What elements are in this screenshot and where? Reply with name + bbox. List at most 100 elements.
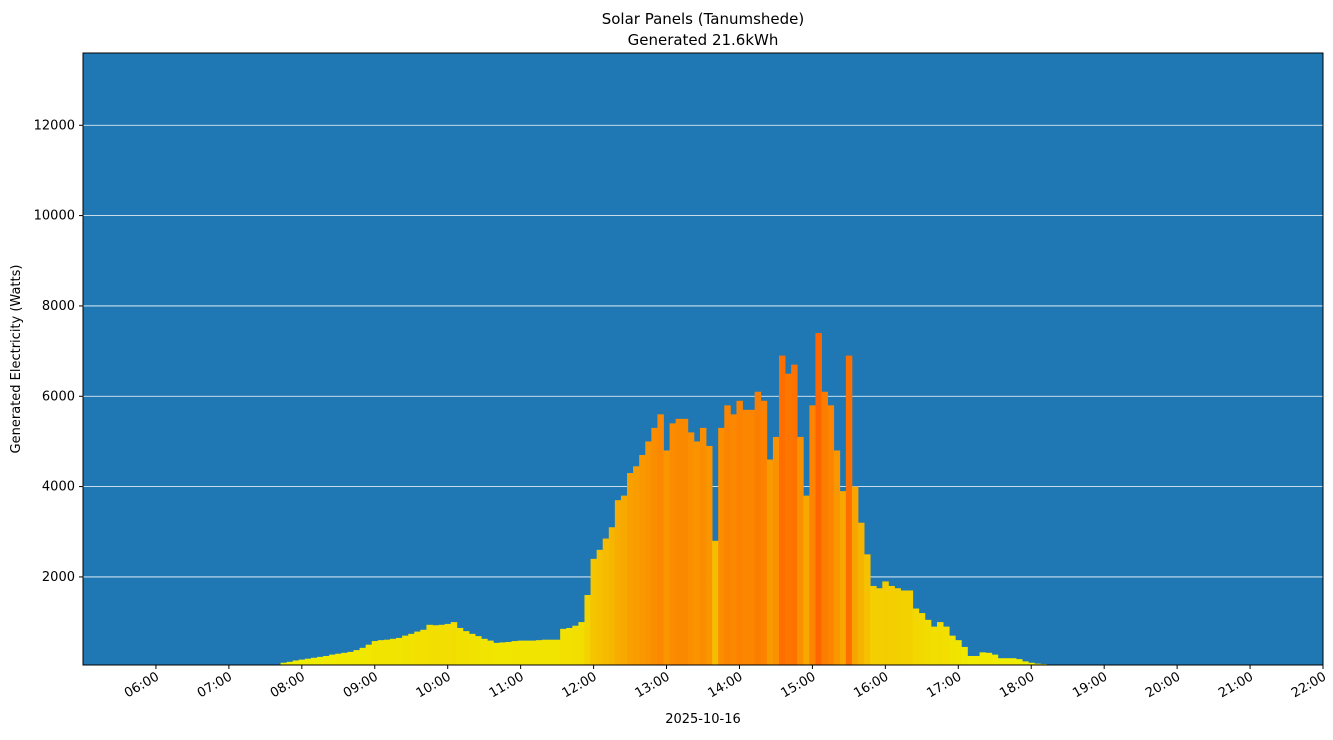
bar <box>299 660 305 665</box>
bar <box>396 638 402 665</box>
bar <box>949 636 955 665</box>
bar <box>518 641 524 665</box>
x-tick-label: 17:00 <box>924 669 964 701</box>
bar <box>1016 659 1022 665</box>
bar <box>505 642 511 665</box>
chart-subtitle: Generated 21.6kWh <box>628 31 779 49</box>
bar <box>542 640 548 665</box>
bar <box>645 441 651 665</box>
bar <box>888 586 894 665</box>
bar <box>876 588 882 665</box>
bar <box>761 401 767 665</box>
y-tick-label: 4000 <box>42 480 75 495</box>
bar <box>712 541 718 665</box>
bar <box>870 586 876 665</box>
bar <box>882 581 888 665</box>
bar <box>293 660 299 665</box>
bar <box>743 410 749 665</box>
bar <box>451 622 457 665</box>
x-tick-label: 18:00 <box>997 669 1037 701</box>
bar <box>803 496 809 665</box>
bar <box>937 622 943 665</box>
bar <box>317 657 323 665</box>
bar <box>536 640 542 665</box>
x-tick-label: 15:00 <box>778 669 818 701</box>
bar <box>967 656 973 665</box>
bar <box>487 641 493 665</box>
bar <box>755 392 761 665</box>
x-tick-label: 21:00 <box>1216 669 1256 701</box>
bar <box>408 634 414 665</box>
x-tick-label: 11:00 <box>487 669 527 701</box>
bar <box>986 653 992 665</box>
x-tick-label: 14:00 <box>706 669 746 701</box>
bar <box>700 428 706 665</box>
bar <box>603 539 609 665</box>
bar <box>548 640 554 665</box>
bar <box>512 641 518 665</box>
bar <box>828 405 834 665</box>
bar <box>530 641 536 665</box>
bar <box>572 626 578 665</box>
bar <box>864 554 870 665</box>
bar <box>919 613 925 665</box>
y-tick-label: 2000 <box>42 570 75 585</box>
y-tick-label: 6000 <box>42 389 75 404</box>
y-tick-label: 12000 <box>34 118 75 133</box>
bar <box>797 437 803 665</box>
bar <box>627 473 633 665</box>
bar <box>682 419 688 665</box>
x-tick-label: 22:00 <box>1289 669 1329 701</box>
bar <box>822 392 828 665</box>
bar <box>749 410 755 665</box>
bar <box>809 405 815 665</box>
bar <box>433 625 439 665</box>
y-tick-label: 10000 <box>34 209 75 224</box>
bar <box>992 655 998 665</box>
bar <box>852 487 858 665</box>
bar <box>584 595 590 665</box>
bar <box>973 656 979 665</box>
bar <box>773 437 779 665</box>
bar <box>815 333 821 665</box>
bar <box>676 419 682 665</box>
x-axis-label: 2025-10-16 <box>665 712 741 727</box>
bar <box>943 627 949 665</box>
bar <box>980 652 986 665</box>
bar <box>639 455 645 665</box>
bar <box>372 641 378 665</box>
bar <box>329 655 335 665</box>
bar <box>360 648 366 665</box>
x-tick-label: 09:00 <box>341 669 381 701</box>
bar <box>651 428 657 665</box>
chart-title: Solar Panels (Tanumshede) <box>602 10 805 28</box>
x-tick-label: 06:00 <box>122 669 162 701</box>
bar <box>621 496 627 665</box>
bar <box>578 622 584 665</box>
bar <box>998 658 1004 665</box>
bar <box>663 450 669 665</box>
bar <box>767 459 773 665</box>
bar <box>961 647 967 665</box>
bar <box>481 639 487 665</box>
bar <box>834 450 840 665</box>
bar <box>718 428 724 665</box>
bar <box>694 441 700 665</box>
bar <box>846 356 852 665</box>
bar <box>463 631 469 665</box>
bar <box>566 628 572 665</box>
bar <box>688 432 694 665</box>
y-axis-label: Generated Electricity (Watts) <box>9 265 24 454</box>
x-tick-label: 08:00 <box>268 669 308 701</box>
bar <box>894 588 900 665</box>
bar <box>426 625 432 665</box>
bar <box>1010 658 1016 665</box>
bar <box>633 466 639 665</box>
bar <box>736 401 742 665</box>
x-tick-label: 16:00 <box>851 669 891 701</box>
bar <box>475 636 481 665</box>
x-tick-label: 12:00 <box>560 669 600 701</box>
bar <box>955 640 961 665</box>
